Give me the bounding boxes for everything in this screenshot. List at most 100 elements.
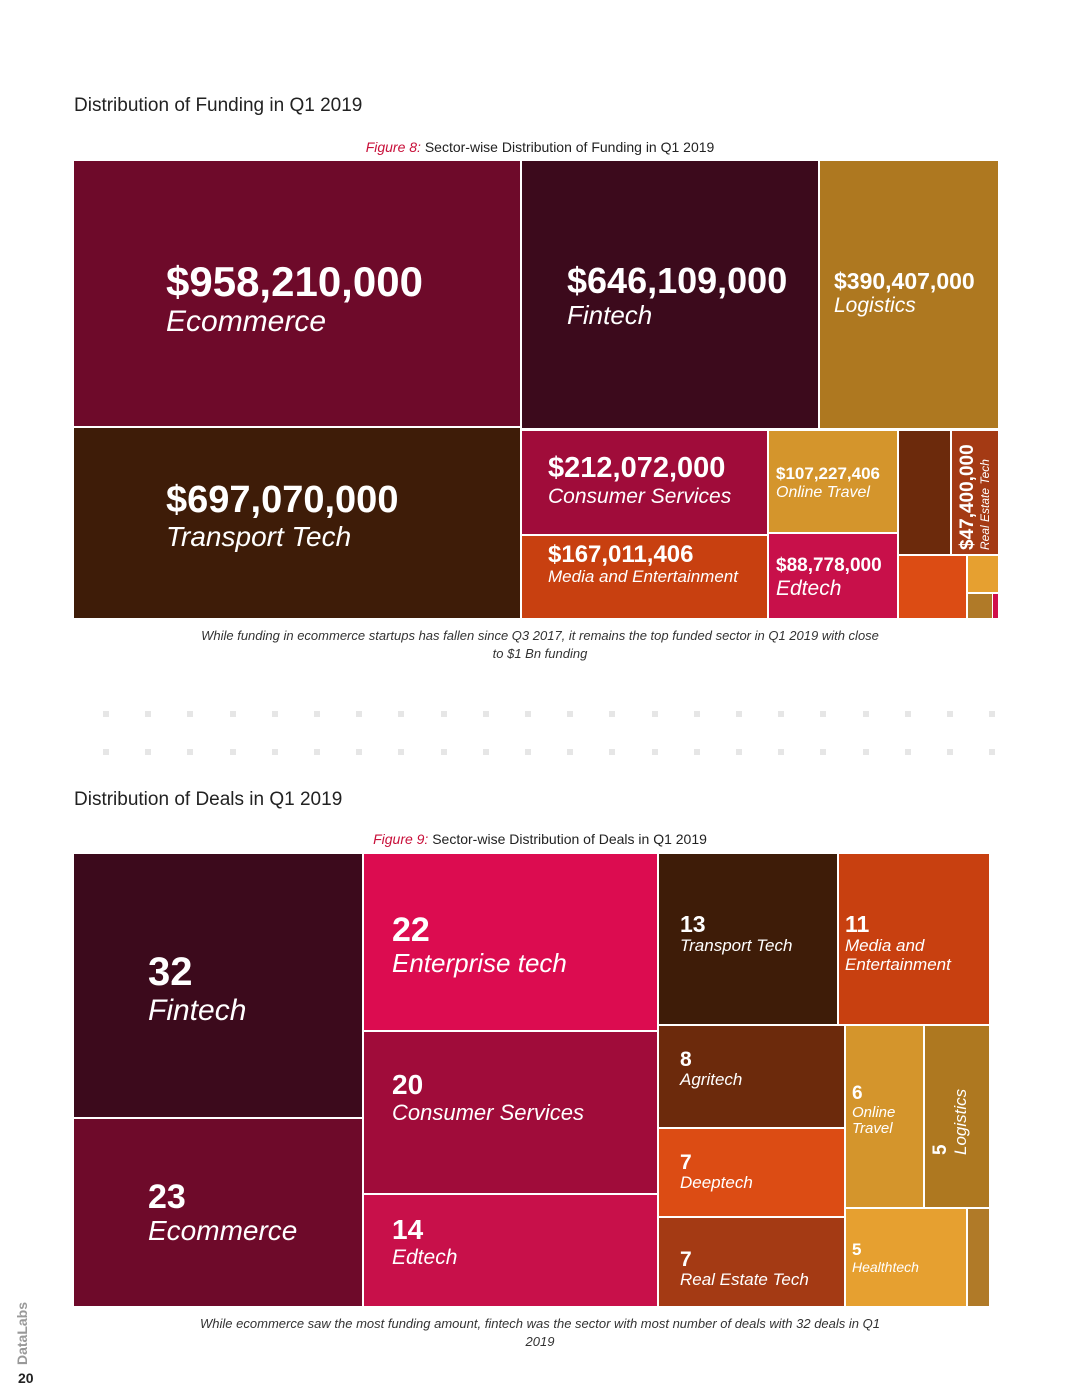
cell-label: Logistics bbox=[834, 294, 916, 318]
divider-dot bbox=[103, 711, 109, 717]
treemap-cell-healthtech: 5 Healthtech bbox=[846, 1209, 966, 1306]
treemap-cell bbox=[968, 1209, 989, 1306]
treemap-cell-logistics: $390,407,000 Logistics bbox=[820, 161, 998, 428]
figure-label: Figure 9: bbox=[373, 831, 429, 847]
divider-dot bbox=[525, 749, 531, 755]
divider-dot bbox=[609, 749, 616, 755]
treemap-cell-consumer-services: 20 Consumer Services bbox=[364, 1032, 657, 1193]
funding-section-title: Distribution of Funding in Q1 2019 bbox=[74, 95, 363, 116]
treemap-cell-online-travel: $107,227,406 Online Travel bbox=[769, 431, 897, 532]
cell-label: Fintech bbox=[148, 994, 247, 1027]
cell-value: 22 bbox=[392, 911, 430, 949]
divider-dot bbox=[820, 749, 827, 755]
cell-label: Consumer Services bbox=[548, 484, 732, 508]
divider-dot bbox=[904, 749, 911, 755]
cell-label: Ecommerce bbox=[166, 305, 327, 339]
divider-dot bbox=[651, 749, 658, 755]
divider-dot bbox=[567, 711, 574, 717]
treemap-cell-transport-tech: $697,070,000 Transport Tech bbox=[74, 428, 520, 618]
divider-dot bbox=[651, 711, 658, 717]
cell-value: 32 bbox=[148, 950, 193, 994]
figure-title: Sector-wise Distribution of Deals in Q1 … bbox=[432, 831, 707, 847]
divider-dot bbox=[736, 711, 742, 717]
divider-dot bbox=[440, 711, 447, 717]
cell-value: $107,227,406 bbox=[776, 464, 880, 483]
cell-label: Real Estate Tech bbox=[977, 459, 992, 550]
treemap-cell-real-estate-tech: $47,400,000 Real Estate Tech bbox=[952, 431, 998, 554]
treemap-cell-fintech: 32 Fintech bbox=[74, 854, 362, 1117]
cell-label: Transport Tech bbox=[166, 520, 352, 552]
treemap-cell-agritech: 8 Agritech bbox=[659, 1026, 844, 1127]
cell-value: 13 bbox=[680, 911, 706, 937]
figure-label: Figure 8: bbox=[365, 139, 421, 155]
cell-value: 7 bbox=[680, 1151, 692, 1174]
treemap-cell bbox=[899, 556, 966, 618]
treemap-cell bbox=[993, 594, 998, 618]
divider-dot bbox=[525, 711, 531, 717]
treemap-cell-online-travel: 6 Online Travel bbox=[846, 1026, 923, 1207]
funding-note: While funding in ecommerce startups has … bbox=[201, 628, 879, 661]
cell-label: Deeptech bbox=[680, 1173, 753, 1193]
divider-dot bbox=[271, 749, 278, 755]
divider-dot bbox=[398, 749, 405, 755]
cell-label: Edtech bbox=[392, 1245, 458, 1269]
cell-label: Online Travel bbox=[776, 483, 870, 501]
cell-label: Healthtech bbox=[852, 1258, 919, 1275]
cell-value: 8 bbox=[680, 1048, 692, 1071]
divider-dot bbox=[482, 749, 489, 755]
divider-dot bbox=[693, 749, 700, 755]
cell-value: $47,400,000 bbox=[957, 444, 978, 550]
divider-dot bbox=[904, 711, 911, 717]
figure-8-caption: Figure 8: Sector-wise Distribution of Fu… bbox=[0, 139, 1080, 155]
divider-dot bbox=[989, 711, 996, 717]
divider-dot bbox=[145, 711, 152, 717]
cell-value: $958,210,000 bbox=[166, 258, 423, 305]
divider-dot bbox=[862, 711, 869, 717]
treemap-cell-ecommerce: 23 Ecommerce bbox=[74, 1119, 362, 1306]
cell-value: 7 bbox=[680, 1248, 692, 1271]
divider-dot bbox=[736, 749, 742, 755]
deals-note: While ecommerce saw the most funding amo… bbox=[200, 1316, 880, 1349]
treemap-cell-consumer-services: $212,072,000 Consumer Services bbox=[522, 431, 767, 534]
divider-dot bbox=[314, 711, 320, 717]
divider-dot bbox=[271, 711, 278, 717]
cell-value: $697,070,000 bbox=[166, 479, 399, 521]
deals-section-title: Distribution of Deals in Q1 2019 bbox=[74, 789, 343, 810]
treemap-cell-transport-tech: 13 Transport Tech bbox=[659, 854, 837, 1024]
treemap-cell-media-and-entertainment: 11 Media and Entertainment bbox=[839, 854, 989, 1024]
cell-label: Enterprise tech bbox=[392, 948, 567, 979]
treemap-cell-fintech: $646,109,000 Fintech bbox=[522, 161, 818, 428]
divider-dot bbox=[609, 711, 616, 717]
cell-value: 14 bbox=[392, 1214, 424, 1245]
cell-label: Agritech bbox=[680, 1070, 743, 1090]
treemap-cell-real-estate-tech: 7 Real Estate Tech bbox=[659, 1218, 844, 1306]
divider-dot bbox=[862, 749, 869, 755]
cell-label: Consumer Services bbox=[392, 1099, 584, 1125]
cell-value: $167,011,406 bbox=[548, 541, 694, 568]
cell-value: $212,072,000 bbox=[548, 452, 726, 484]
brand-logo: DataLabs bbox=[14, 1301, 30, 1365]
divider-dot bbox=[187, 711, 194, 717]
divider-dot bbox=[778, 749, 785, 755]
divider-dot bbox=[187, 749, 194, 755]
treemap-cell-logistics: 5 Logistics bbox=[925, 1026, 989, 1207]
cell-value: 5 bbox=[930, 1144, 951, 1155]
divider-dot bbox=[693, 711, 700, 717]
treemap-cell-edtech: 14 Edtech bbox=[364, 1195, 657, 1306]
cell-label: Media and Entertainment bbox=[548, 567, 738, 587]
cell-value: 6 bbox=[852, 1083, 863, 1104]
cell-label: Transport Tech bbox=[680, 936, 793, 956]
divider-dot bbox=[398, 711, 405, 717]
treemap-cell bbox=[968, 594, 992, 618]
cell-value: $646,109,000 bbox=[567, 260, 788, 301]
divider-dot bbox=[229, 711, 236, 717]
divider-dot bbox=[482, 711, 489, 717]
treemap-cell-deeptech: 7 Deeptech bbox=[659, 1129, 844, 1216]
cell-value: $88,778,000 bbox=[776, 555, 882, 576]
divider-dot bbox=[947, 711, 953, 717]
divider-dot bbox=[778, 711, 785, 717]
cell-value: 5 bbox=[852, 1240, 862, 1259]
cell-label: Ecommerce bbox=[148, 1215, 298, 1247]
divider-dot bbox=[440, 749, 447, 755]
